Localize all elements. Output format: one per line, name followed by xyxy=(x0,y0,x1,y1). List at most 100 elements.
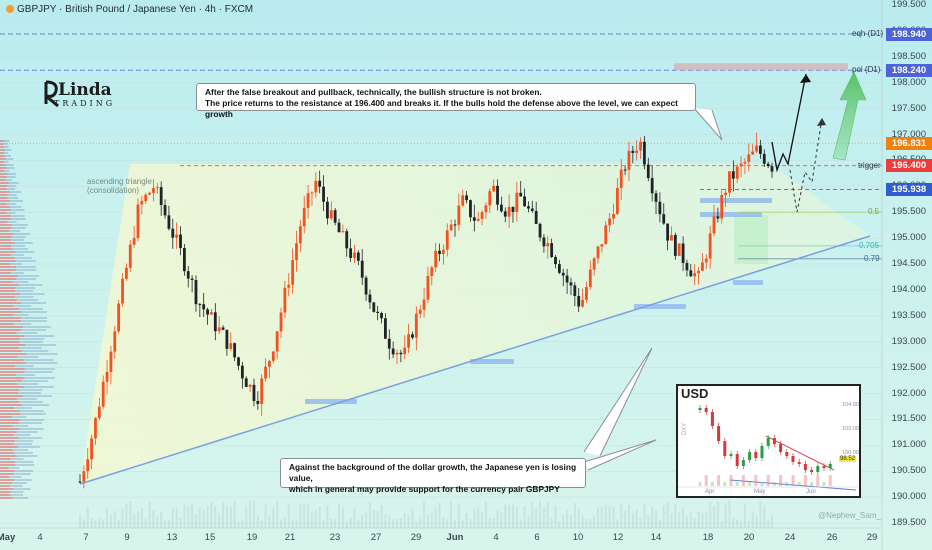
volume-profile-bar xyxy=(0,320,22,322)
inset-volume-bar xyxy=(785,482,789,486)
volume-profile-bar xyxy=(6,167,15,169)
candle-body xyxy=(658,201,662,215)
inset-volume-bar xyxy=(803,475,807,486)
volume-profile-bar xyxy=(0,362,26,364)
note-pointer-bottom xyxy=(583,347,653,457)
volume-profile-bar xyxy=(14,323,32,325)
candle-body xyxy=(670,235,673,241)
candle-body xyxy=(306,193,310,208)
volume-profile-bar xyxy=(12,425,29,427)
volume-bar xyxy=(751,511,754,528)
volume-bar xyxy=(689,512,692,528)
volume-profile-bar xyxy=(25,362,58,364)
candle-body xyxy=(318,180,322,187)
volume-bar xyxy=(569,514,572,528)
candle-body xyxy=(345,231,349,249)
y-tick-label: 198.000 xyxy=(891,76,926,88)
volume-bar xyxy=(678,512,681,528)
inset-ytick-3: 100.00 xyxy=(842,450,859,456)
volume-profile-bar xyxy=(3,161,9,163)
volume-profile-bar xyxy=(0,428,20,430)
candle-body xyxy=(484,205,488,213)
volume-bar xyxy=(194,514,197,528)
volume-profile-bar xyxy=(0,461,16,463)
volume-bar xyxy=(396,519,399,528)
volume-profile-bar xyxy=(14,440,33,442)
volume-profile-bar xyxy=(0,191,10,193)
volume-profile-bar xyxy=(4,155,12,157)
candle-body xyxy=(182,248,186,272)
volume-profile-bar xyxy=(0,419,20,421)
candle-body xyxy=(476,218,480,221)
inset-candle-body xyxy=(785,452,789,456)
candle-body xyxy=(422,299,426,310)
volume-profile-bar xyxy=(0,155,5,157)
x-tick-label: 4 xyxy=(493,532,499,543)
volume-profile-bar xyxy=(16,278,37,280)
volume-profile-bar xyxy=(0,329,21,331)
volume-bar xyxy=(225,506,228,528)
volume-profile-bar xyxy=(0,233,14,235)
inset-volume-bar xyxy=(717,475,721,486)
volume-profile-bar xyxy=(14,452,34,454)
volume-profile-bar xyxy=(12,281,29,283)
y-tick-label: 193.500 xyxy=(891,309,926,321)
volume-bar xyxy=(624,510,627,528)
inset-candle-body xyxy=(779,444,783,452)
volume-bar xyxy=(581,515,584,528)
volume-profile-bar xyxy=(19,419,45,421)
candle-body xyxy=(724,192,728,196)
y-tick-label: 189.500 xyxy=(891,517,926,528)
volume-profile-bar xyxy=(15,464,35,466)
volume-profile-bar xyxy=(14,290,34,292)
volume-profile-bar xyxy=(22,404,50,406)
candle-body xyxy=(175,234,179,238)
volume-profile-bar xyxy=(0,326,23,328)
fib-0705-label: 0.705 xyxy=(859,240,880,250)
candle-body xyxy=(627,150,631,170)
volume-profile-bar xyxy=(0,269,17,271)
support-zone xyxy=(700,198,772,203)
volume-bar xyxy=(283,517,286,528)
volume-profile-bar xyxy=(19,410,44,412)
volume-profile-bar xyxy=(17,275,40,277)
candle-body xyxy=(643,141,646,165)
volume-bar xyxy=(218,513,221,528)
inset-candle-body xyxy=(723,441,727,456)
candle-body xyxy=(701,262,704,271)
volume-profile-bar xyxy=(0,302,21,304)
candle-body xyxy=(124,267,128,279)
volume-profile-bar xyxy=(10,485,23,487)
volume-profile-bar xyxy=(0,245,12,247)
inset-candle-body xyxy=(735,454,739,466)
volume-bar xyxy=(508,505,511,528)
inset-candle-body xyxy=(710,412,714,426)
volume-profile-bar xyxy=(0,425,13,427)
volume-profile-bar xyxy=(0,338,20,340)
volume-bar xyxy=(627,504,630,528)
inset-volume-bar xyxy=(822,482,826,486)
volume-bar xyxy=(94,520,97,528)
volume-bar xyxy=(740,521,743,528)
trigger-price-tag: 196.400 xyxy=(886,159,932,173)
candle-body xyxy=(364,277,368,295)
analysis-note-top: After the false breakout and pullback, t… xyxy=(196,83,696,119)
volume-bar xyxy=(457,503,460,528)
volume-profile-bar xyxy=(20,302,47,304)
volume-profile-bar xyxy=(14,242,33,244)
volume-profile-bar xyxy=(0,317,22,319)
volume-profile-bar xyxy=(19,401,43,403)
volume-bar xyxy=(716,501,719,528)
y-tick-label: 190.500 xyxy=(891,465,926,477)
volume-profile-bar xyxy=(0,497,13,499)
volume-profile-bar xyxy=(18,347,42,349)
logo-mark xyxy=(44,80,59,108)
ascending-trendline xyxy=(79,235,871,485)
volume-profile-bar xyxy=(0,494,11,496)
candle-body xyxy=(380,313,383,319)
y-tick-label: 195.000 xyxy=(891,232,926,244)
volume-bar xyxy=(771,515,773,528)
candle-body xyxy=(426,275,430,300)
volume-bar xyxy=(539,500,542,528)
